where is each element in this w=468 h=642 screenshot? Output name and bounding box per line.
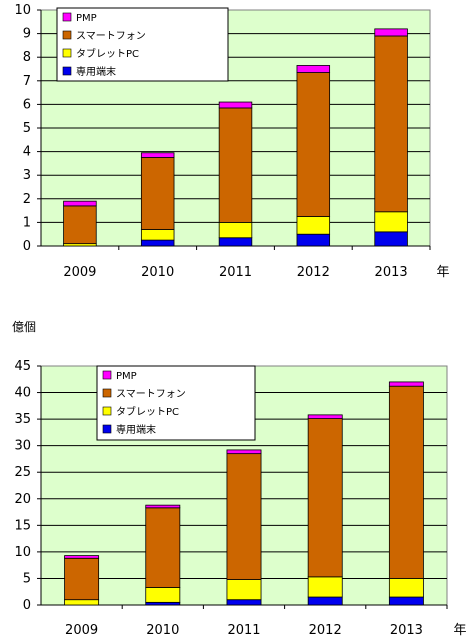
chart-1-legend — [56, 7, 229, 82]
chart-2-legend-label: PMP — [116, 371, 137, 382]
chart-2-legend — [96, 365, 256, 441]
chart-2-legend-swatch — [102, 424, 112, 434]
chart-1-legend-label: PMP — [76, 13, 97, 24]
chart-2-x-tick-label: 2011 — [227, 623, 260, 638]
chart-1-bar-segment — [218, 237, 253, 247]
chart-1-x-tick-label: 2012 — [297, 265, 330, 280]
chart-2-x-tick-label: 2010 — [146, 623, 179, 638]
chart-2-legend-label: タブレットPC — [116, 405, 179, 418]
chart-1-y-tick-label: 7 — [23, 74, 31, 89]
chart-1-bar-segment — [140, 157, 175, 230]
chart-2-x-unit: 年 — [453, 623, 466, 638]
chart-2-svg: 0 5 10 15 20 25 30 35 40 45 2009 2010 2011 2012 2013 年 P… — [14, 359, 466, 638]
chart-2-bar-segment — [145, 587, 181, 603]
chart-2-legend-label: 専用端末 — [116, 423, 156, 436]
chart-2-x-tick-label: 2012 — [309, 623, 342, 638]
chart-1-bar-segment — [63, 205, 97, 245]
chart-2: 億個 0 5 10 15 20 25 30 35 40 45 2009 2010 2011 2012 201… — [0, 318, 468, 638]
chart-2-bar-segment — [145, 504, 181, 509]
chart-1-bar-segment — [374, 28, 408, 37]
chart-1-y-tick-label: 8 — [23, 50, 31, 65]
chart-2-x-tick-label: 2013 — [390, 623, 423, 638]
chart-1-legend-swatch — [62, 12, 72, 22]
chart-1-y-tick-label: 0 — [23, 239, 31, 254]
chart-1-bar-segment — [218, 101, 253, 109]
chart-1-legend-label: 専用端末 — [76, 65, 116, 78]
chart-1-bar-segment — [296, 72, 331, 217]
chart-2-y-tick-label: 25 — [14, 465, 31, 480]
chart-2-bar-segment — [226, 449, 262, 455]
chart-2-y-tick-label: 0 — [23, 598, 31, 613]
chart-1-bar-segment — [218, 107, 253, 223]
chart-1-legend-swatch — [62, 66, 72, 76]
chart-1-legend-swatch — [62, 48, 72, 58]
chart-1-y-tick-label: 1 — [23, 215, 31, 230]
chart-1-legend-label: タブレットPC — [76, 47, 139, 60]
chart-2-bar-segment — [388, 596, 424, 606]
chart-2-y-tick-label: 20 — [14, 492, 31, 507]
chart-2-y-unit: 億個 — [12, 320, 37, 334]
chart-1-x-unit: 年 — [436, 265, 449, 280]
chart-1: 0 1 2 3 4 5 6 7 8 9 10 2009 2010 2011 2012 2013 年 PMP スマート… — [0, 0, 468, 285]
chart-2-y-tick-label: 5 — [23, 571, 31, 586]
chart-1-legend-swatch — [62, 30, 72, 40]
chart-1-bar-segment — [296, 65, 331, 73]
chart-1-y-tick-label: 3 — [23, 168, 31, 183]
chart-2-y-tick-label: 15 — [14, 518, 31, 533]
chart-2-y-tick-label: 10 — [14, 545, 31, 560]
chart-1-y-tick-label: 4 — [23, 145, 31, 160]
chart-2-bar-segment — [226, 579, 262, 601]
chart-1-bar-segment — [63, 200, 97, 207]
chart-1-x-tick-label: 2010 — [141, 265, 174, 280]
chart-1-bar-segment — [140, 229, 175, 241]
chart-2-bar-segment — [226, 453, 262, 580]
chart-2-legend-swatch — [102, 370, 112, 380]
chart-1-y-tick-label: 5 — [23, 121, 31, 136]
chart-1-bar-segment — [374, 211, 408, 233]
chart-2-bar-segment — [307, 596, 343, 606]
chart-2-bar-segment — [226, 599, 262, 606]
chart-1-x-tick-label: 2011 — [219, 265, 252, 280]
chart-2-y-tick-label: 35 — [14, 412, 31, 427]
chart-2-bar-segment — [145, 507, 181, 588]
chart-1-x-tick-label: 2009 — [63, 265, 96, 280]
chart-2-bar-segment — [64, 557, 100, 601]
chart-1-y-tick-label: 10 — [14, 3, 31, 18]
chart-1-x-tick-label: 2013 — [375, 265, 408, 280]
chart-2-bar-segment — [307, 576, 343, 598]
chart-1-legend-label: スマートフォン — [76, 31, 146, 42]
chart-2-x-tick-label: 2009 — [65, 623, 98, 638]
chart-1-bar-segment — [374, 35, 408, 213]
chart-2-bar-segment — [388, 578, 424, 598]
chart-2-legend-swatch — [102, 406, 112, 416]
chart-2-bar-segment — [64, 599, 100, 606]
chart-2-y-tick-label: 45 — [14, 359, 31, 374]
chart-2-legend-label: スマートフォン — [116, 389, 186, 400]
chart-1-svg: 0 1 2 3 4 5 6 7 8 9 10 2009 2010 2011 2012 2013 年 PMP スマート… — [14, 3, 449, 280]
chart-2-y-tick-label: 30 — [14, 439, 31, 454]
chart-2-bar-segment — [388, 381, 424, 387]
chart-2-bar-segment — [64, 555, 100, 559]
chart-1-bar-segment — [296, 233, 331, 247]
chart-1-bar-segment — [374, 231, 408, 247]
chart-2-legend-swatch — [102, 388, 112, 398]
chart-2-y-tick-label: 40 — [14, 386, 31, 401]
chart-1-bar-segment — [140, 152, 175, 158]
chart-2-bar-segment — [307, 418, 343, 578]
chart-1-bar-segment — [296, 216, 331, 235]
chart-1-y-tick-label: 2 — [23, 192, 31, 207]
chart-2-bar-segment — [388, 385, 424, 579]
chart-1-y-tick-label: 6 — [23, 97, 31, 112]
chart-1-bar-segment — [140, 239, 175, 247]
chart-1-bar-segment — [218, 221, 253, 239]
chart-1-y-tick-label: 9 — [23, 27, 31, 42]
chart-2-bar-segment — [307, 414, 343, 419]
